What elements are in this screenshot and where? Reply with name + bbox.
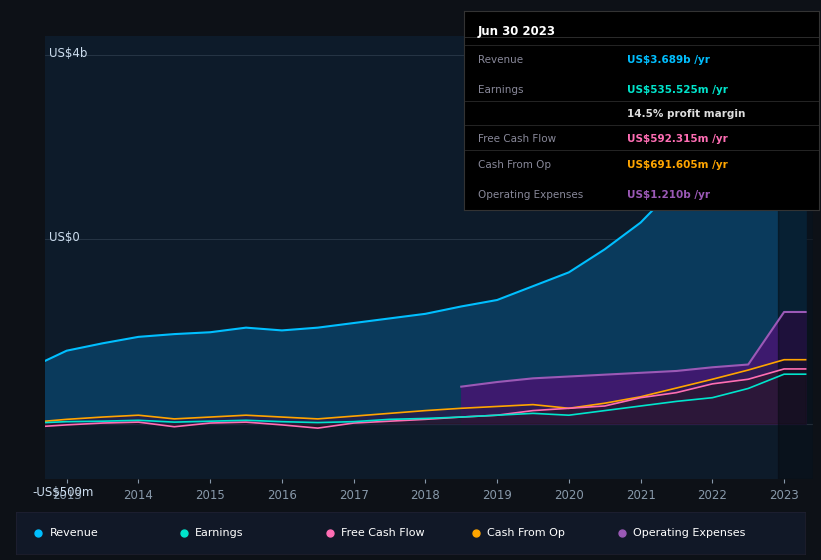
Text: US$3.689b /yr: US$3.689b /yr [627, 55, 710, 65]
Text: -US$500m: -US$500m [33, 486, 94, 498]
Text: Earnings: Earnings [478, 85, 524, 95]
Text: Cash From Op: Cash From Op [487, 529, 565, 538]
Text: 14.5% profit margin: 14.5% profit margin [627, 109, 745, 119]
Text: Revenue: Revenue [478, 55, 523, 65]
Text: US$592.315m /yr: US$592.315m /yr [627, 134, 727, 144]
Text: US$691.605m /yr: US$691.605m /yr [627, 160, 727, 170]
Text: Cash From Op: Cash From Op [478, 160, 551, 170]
Text: US$4b: US$4b [49, 48, 87, 60]
Text: Jun 30 2023: Jun 30 2023 [478, 25, 556, 38]
Text: US$535.525m /yr: US$535.525m /yr [627, 85, 728, 95]
Text: Revenue: Revenue [49, 529, 99, 538]
Text: US$0: US$0 [49, 231, 80, 244]
Text: Operating Expenses: Operating Expenses [478, 190, 583, 200]
Text: Free Cash Flow: Free Cash Flow [342, 529, 424, 538]
Text: US$1.210b /yr: US$1.210b /yr [627, 190, 710, 200]
Text: Free Cash Flow: Free Cash Flow [478, 134, 556, 144]
Text: Operating Expenses: Operating Expenses [633, 529, 745, 538]
Text: Earnings: Earnings [195, 529, 244, 538]
Bar [778, 36, 813, 479]
